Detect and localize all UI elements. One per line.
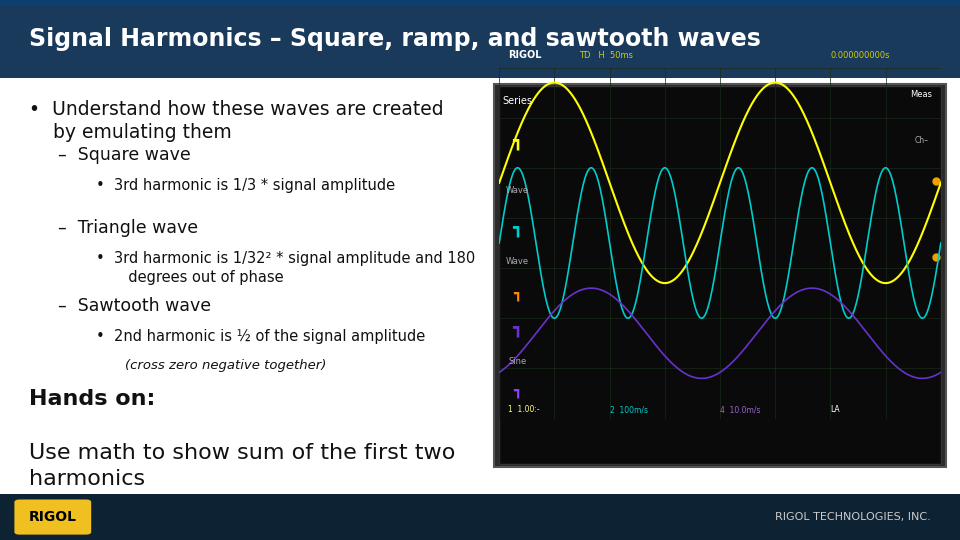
Text: •  3rd harmonic is 1/3 * signal amplitude: • 3rd harmonic is 1/3 * signal amplitude	[96, 178, 396, 193]
Text: (cross zero negative together): (cross zero negative together)	[125, 359, 326, 372]
Text: Use math to show sum of the first two
harmonics: Use math to show sum of the first two ha…	[29, 443, 455, 489]
Text: LA: LA	[830, 406, 840, 414]
Text: ┓: ┓	[514, 287, 521, 301]
Text: –  Triangle wave: – Triangle wave	[58, 219, 198, 237]
Text: •  Understand how these waves are created
    by emulating them: • Understand how these waves are created…	[29, 100, 444, 143]
Text: 4  10.0m/s: 4 10.0m/s	[720, 406, 760, 414]
Text: Meas: Meas	[911, 90, 932, 99]
Text: TD   H  50ms: TD H 50ms	[579, 51, 633, 60]
Text: ┓: ┓	[514, 384, 521, 398]
Text: Signal Harmonics – Square, ramp, and sawtooth waves: Signal Harmonics – Square, ramp, and saw…	[29, 27, 760, 51]
Text: 1  1.00:-: 1 1.00:-	[508, 406, 540, 414]
Text: Ch–: Ch–	[915, 137, 928, 145]
Text: –  Square wave: – Square wave	[58, 146, 190, 164]
Text: Wave: Wave	[506, 256, 529, 266]
Text: –  Sawtooth wave: – Sawtooth wave	[58, 297, 211, 315]
Text: Hands on:: Hands on:	[29, 389, 156, 409]
Text: RIGOL: RIGOL	[508, 50, 541, 60]
Text: ┓️: ┓️	[513, 132, 522, 150]
Text: ┓: ┓	[513, 319, 522, 337]
FancyBboxPatch shape	[14, 500, 91, 535]
Text: RIGOL TECHNOLOGIES, INC.: RIGOL TECHNOLOGIES, INC.	[776, 512, 931, 522]
Text: 0.000000000s: 0.000000000s	[830, 51, 890, 60]
FancyBboxPatch shape	[0, 0, 960, 6]
Text: Series: Series	[502, 96, 533, 106]
Text: ┓: ┓	[513, 219, 522, 237]
Text: Sine: Sine	[508, 357, 527, 366]
FancyBboxPatch shape	[499, 86, 941, 464]
FancyBboxPatch shape	[0, 494, 960, 540]
Text: Wave: Wave	[506, 186, 529, 195]
Text: RIGOL: RIGOL	[29, 510, 77, 524]
Text: •  3rd harmonic is 1/32² * signal amplitude and 180
       degrees out of phase: • 3rd harmonic is 1/32² * signal amplitu…	[96, 251, 475, 285]
Text: •  2nd harmonic is ½ of the signal amplitude: • 2nd harmonic is ½ of the signal amplit…	[96, 329, 425, 345]
FancyBboxPatch shape	[494, 84, 946, 467]
FancyBboxPatch shape	[0, 0, 960, 78]
Text: 2  100m/s: 2 100m/s	[610, 406, 648, 414]
